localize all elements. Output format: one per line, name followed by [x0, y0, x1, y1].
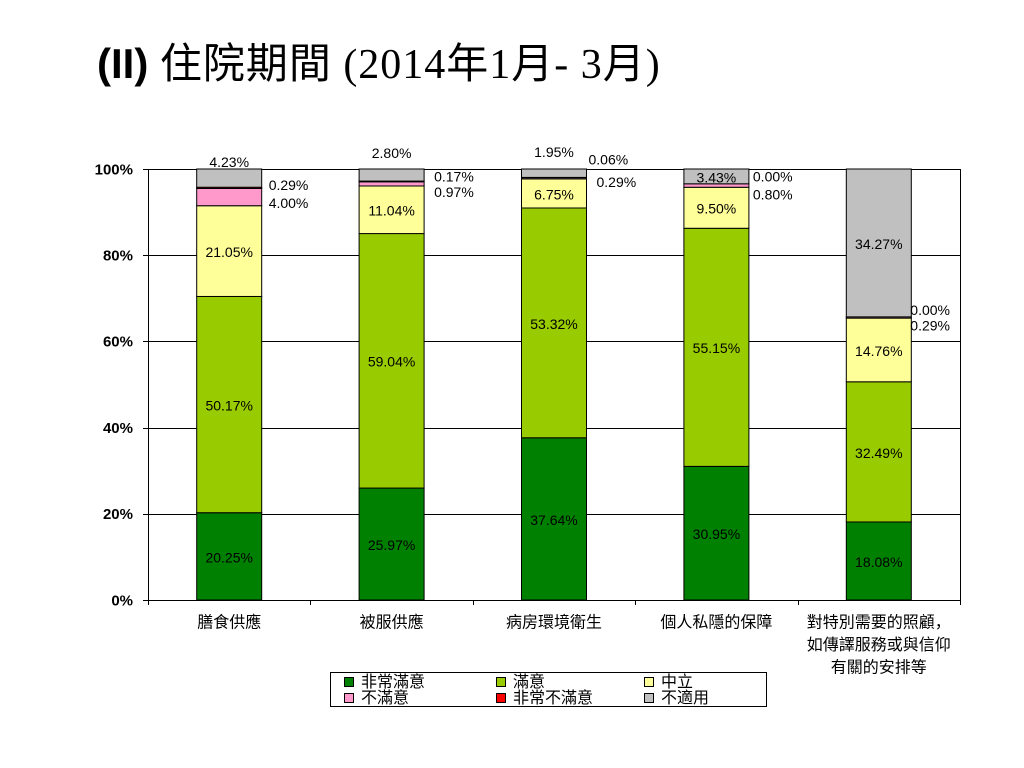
title-number: (II)	[97, 40, 149, 87]
data-labels: 20.25% 50.17% 21.05% 4.00% 0.29% 4.23% 25.97% 5…	[205, 144, 950, 570]
x-category-label: 病房環境衛生	[506, 613, 602, 632]
x-category-label: 個人私隱的保障	[660, 614, 772, 632]
data-label-dissatisfied: 0.29%	[597, 174, 637, 190]
legend-item-satisfied: 滿意	[496, 672, 545, 691]
legend-label: 非常不滿意	[513, 688, 593, 707]
data-label-dissatisfied: 4.00%	[269, 195, 309, 211]
data-label-very-satisfied: 18.08%	[855, 554, 902, 570]
bars	[196, 168, 912, 601]
legend-item-neutral: 中立	[644, 673, 693, 691]
bar-segment-not-applicable	[521, 168, 587, 178]
data-label-satisfied: 59.04%	[368, 354, 415, 370]
data-label-neutral: 6.75%	[534, 186, 574, 202]
bar-segment-satisfied	[683, 227, 750, 467]
data-label-dissatisfied: 0.29%	[910, 317, 950, 333]
x-category-label: 被服供應	[360, 613, 424, 632]
y-tick-label: 100%	[95, 161, 133, 178]
data-label-very-dissatisfied: 0.06%	[589, 151, 629, 167]
legend-label: 中立	[661, 673, 693, 691]
bar-segment-very-satisfied	[521, 437, 587, 601]
legend-swatch	[344, 693, 354, 703]
legend-item-not-applicable: 不適用	[644, 689, 709, 707]
bar-segment-not-applicable	[845, 168, 912, 318]
bar-3	[521, 168, 587, 601]
data-label-neutral: 14.76%	[855, 343, 902, 359]
data-label-not-applicable: 1.95%	[534, 144, 574, 160]
bar-1	[196, 168, 263, 601]
bar-2	[358, 168, 425, 601]
bar-segment-neutral	[683, 186, 750, 229]
y-tick-label: 20%	[103, 506, 133, 523]
bar-segment-satisfied	[845, 381, 912, 523]
data-label-very-dissatisfied: 0.00%	[753, 169, 793, 185]
bar-segment-not-applicable	[196, 168, 263, 188]
bar-segment-not-applicable	[683, 168, 750, 185]
data-label-dissatisfied: 0.97%	[434, 184, 474, 200]
data-label-very-satisfied: 30.95%	[693, 526, 740, 542]
data-label-satisfied: 32.49%	[855, 445, 902, 461]
data-label-neutral: 21.05%	[205, 244, 252, 260]
y-tick-label: 40%	[103, 420, 133, 437]
legend-label: 不適用	[661, 689, 709, 707]
bar-segment-very-satisfied	[683, 465, 750, 601]
data-label-satisfied: 55.15%	[693, 340, 740, 356]
legend-item-dissatisfied: 不滿意	[344, 688, 409, 707]
data-label-very-satisfied: 37.64%	[530, 512, 577, 528]
bar-5	[845, 168, 912, 601]
bar-segment-neutral	[358, 185, 425, 235]
bar-segment-very-satisfied	[196, 512, 263, 601]
legend-label: 不滿意	[361, 688, 409, 707]
bar-segment-neutral	[845, 317, 912, 383]
bar-segment-dissatisfied	[358, 181, 425, 187]
bar-segment-very-satisfied	[845, 521, 912, 601]
page-title: (II) 住院期間 (2014年1月- 3月)	[97, 38, 661, 91]
x-category-label: 對特別需要的照顧，如傳譯服務或與信仰有關的安排等	[807, 614, 951, 677]
data-label-satisfied: 53.32%	[530, 316, 577, 332]
y-tick-label: 0%	[111, 592, 133, 609]
bar-segment-dissatisfied	[196, 187, 263, 207]
data-label-very-satisfied: 20.25%	[205, 549, 252, 565]
legend-swatch	[644, 677, 654, 687]
title-text: 住院期間 (2014年1月- 3月)	[148, 42, 661, 88]
data-label-not-applicable: 34.27%	[855, 236, 902, 252]
legend-item-very-dissatisfied: 非常不滿意	[496, 688, 593, 707]
legend-label: 非常滿意	[361, 672, 425, 691]
data-label-very-dissatisfied: 0.00%	[910, 302, 950, 318]
legend-swatch	[496, 693, 506, 703]
bar-segment-satisfied	[521, 207, 587, 439]
data-label-neutral: 9.50%	[697, 201, 737, 217]
data-label-very-dissatisfied: 0.17%	[434, 168, 474, 184]
legend-item-very-satisfied: 非常滿意	[344, 672, 425, 691]
bar-segment-not-applicable	[358, 168, 425, 182]
data-label-not-applicable: 2.80%	[372, 145, 412, 161]
legend-label: 滿意	[513, 672, 545, 691]
data-label-neutral: 11.04%	[368, 203, 414, 219]
legend-swatch	[344, 677, 354, 687]
bar-segment-very-satisfied	[358, 487, 425, 601]
data-label-dissatisfied: 0.80%	[753, 186, 793, 202]
y-tick-label: 60%	[103, 334, 133, 351]
x-category-label: 膳食供應	[197, 613, 261, 632]
legend-box	[330, 672, 767, 707]
legend-swatch	[644, 693, 654, 703]
data-label-satisfied: 50.17%	[205, 397, 252, 413]
data-label-very-dissatisfied: 0.29%	[269, 177, 309, 193]
bar-segment-satisfied	[196, 295, 263, 514]
bar-segment-neutral	[196, 205, 263, 297]
legend-swatch	[496, 677, 506, 687]
data-label-not-applicable: 4.23%	[209, 154, 249, 170]
bar-4	[683, 168, 750, 601]
data-label-not-applicable: 3.43%	[697, 169, 737, 185]
y-tick-label: 80%	[103, 247, 133, 264]
bar-segment-satisfied	[358, 233, 425, 489]
data-label-very-satisfied: 25.97%	[368, 537, 415, 553]
